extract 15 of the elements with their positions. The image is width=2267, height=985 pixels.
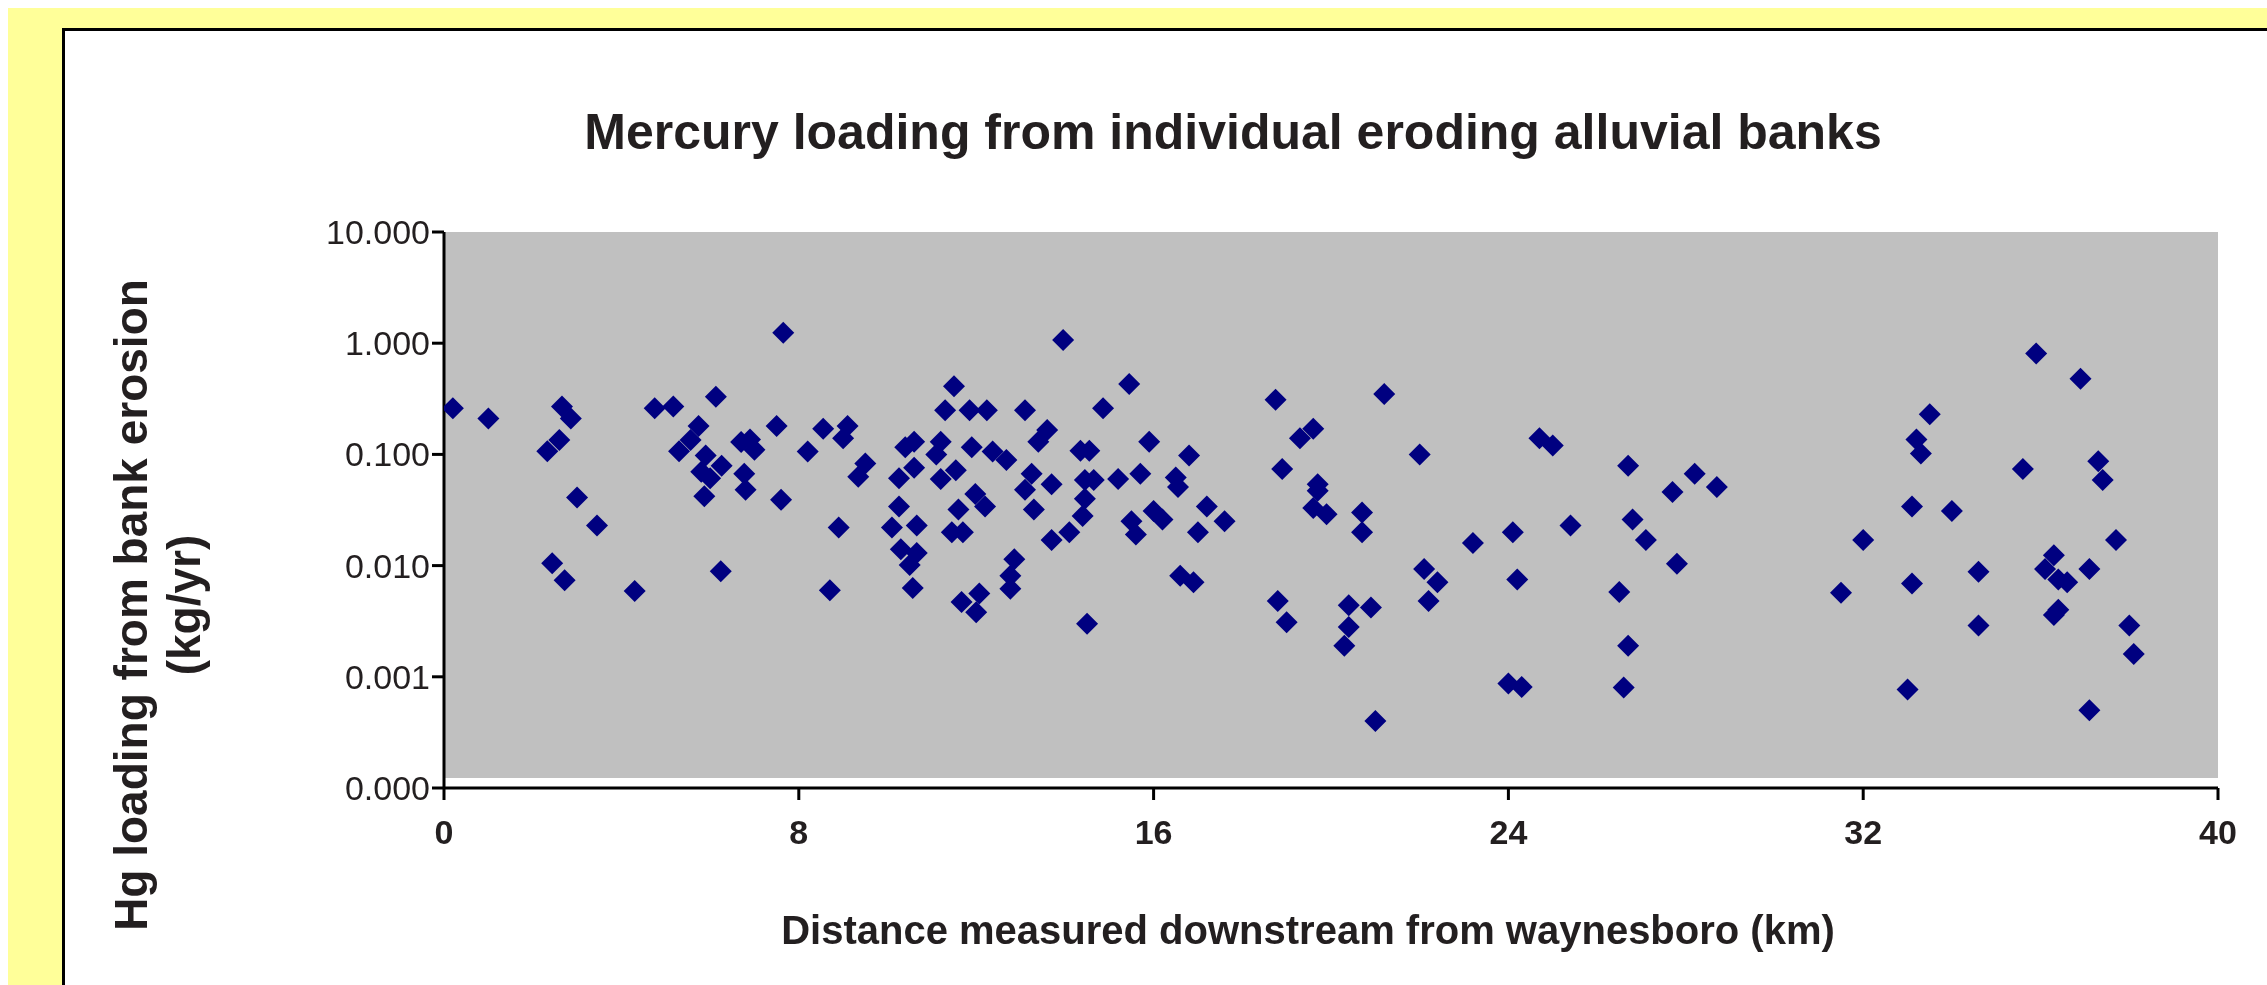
y-tick-label: 0.001 [344, 657, 430, 696]
y-axis-title: Hg loading from bank erosion (kg/yr) [105, 278, 211, 933]
x-axis-title: Distance measured downstream from waynesboro (km) [780, 908, 1836, 953]
y-tick-label: 1.000 [344, 324, 430, 363]
x-tick-label: 32 [1844, 813, 1883, 852]
x-tick-label: 16 [1134, 813, 1173, 852]
x-tick-label: 0 [434, 813, 454, 852]
x-tick-label: 24 [1489, 813, 1528, 852]
y-tick-label: 10.000 [326, 213, 430, 252]
y-tick-label: 0.000 [344, 769, 430, 808]
x-tick-label: 8 [789, 813, 809, 852]
chart-title: Mercury loading from individual eroding alluvial banks [583, 103, 1883, 161]
y-tick-label: 0.010 [344, 546, 430, 585]
y-tick-label: 0.100 [344, 435, 430, 474]
x-tick-label: 40 [2199, 813, 2237, 852]
